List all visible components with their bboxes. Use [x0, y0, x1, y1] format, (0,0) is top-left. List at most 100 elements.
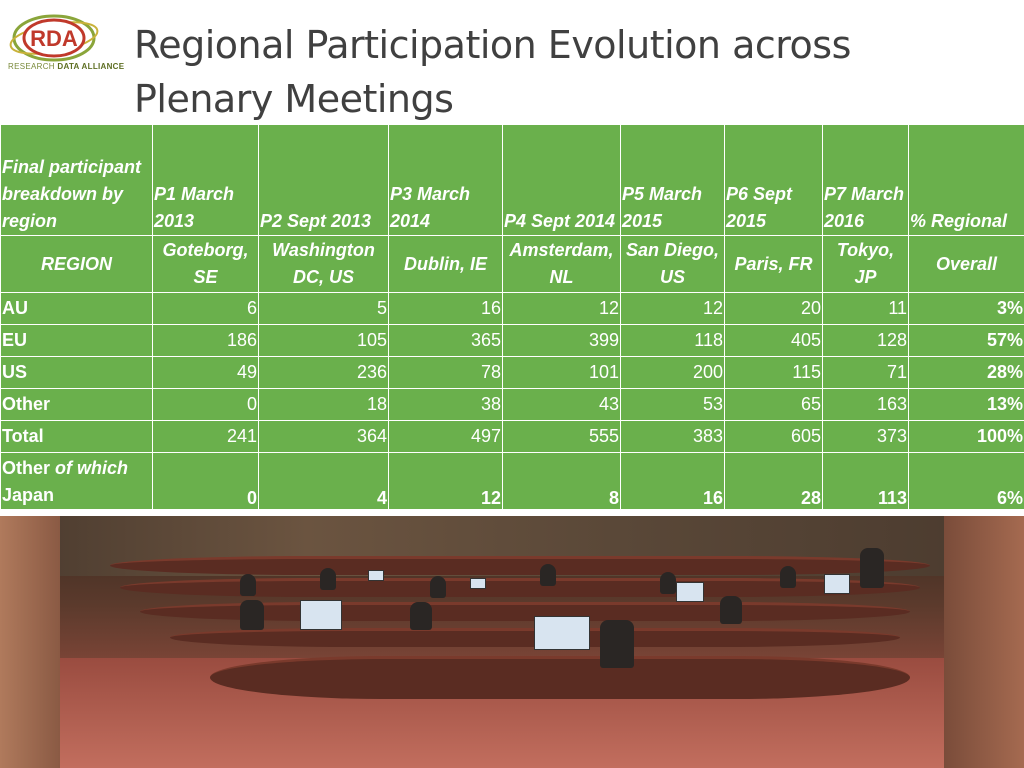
- table-cell: 43: [502, 388, 621, 421]
- participation-table: Final participant breakdown by region P1…: [0, 124, 1024, 510]
- logo-tagline: RESEARCH DATA ALLIANCE: [8, 62, 124, 71]
- slide-title: Regional Participation Evolution across …: [134, 18, 994, 126]
- table-header-row: Final participant breakdown by region P1…: [0, 124, 1024, 236]
- photo-person: [540, 564, 556, 586]
- table-cell: 605: [724, 420, 823, 453]
- photo-person: [240, 600, 264, 630]
- photo-seat-row: [210, 656, 910, 699]
- table-cell: 49: [152, 356, 259, 389]
- rda-logo: RDA: [9, 14, 99, 62]
- table-row: US 49 236 78 101 200 115 71 28%: [0, 356, 1024, 389]
- header-meeting-p1: P1 March 2013: [152, 124, 259, 236]
- photo-laptop-screen: [470, 578, 486, 589]
- photo-person: [430, 576, 446, 598]
- table-cell: 20: [724, 292, 823, 325]
- header-meeting-p7: P7 March 2016: [822, 124, 909, 236]
- table-cell-percent: 6%: [908, 452, 1024, 510]
- table-cell: 16: [388, 292, 503, 325]
- table-row: Other 0 18 38 43 53 65 163 13%: [0, 388, 1024, 421]
- table-cell: 18: [258, 388, 389, 421]
- photo-person: [860, 548, 884, 588]
- table-cell: 113: [822, 452, 909, 510]
- table-cell: 200: [620, 356, 725, 389]
- table-cell: 65: [724, 388, 823, 421]
- table-cell: 128: [822, 324, 909, 357]
- table-cell-percent: 28%: [908, 356, 1024, 389]
- row-label: US: [0, 356, 153, 389]
- table-cell: 105: [258, 324, 389, 357]
- header-overall: % Regional: [908, 124, 1024, 236]
- photo-laptop-screen: [676, 582, 704, 602]
- table-cell: 115: [724, 356, 823, 389]
- subheader-region: REGION: [0, 235, 153, 293]
- row-label-japan-a: Other: [2, 458, 56, 478]
- photo-laptop-screen: [368, 570, 384, 581]
- table-cell: 28: [724, 452, 823, 510]
- table-cell: 399: [502, 324, 621, 357]
- slide-title-line2: Plenary Meetings: [134, 77, 454, 121]
- table-cell-percent: 3%: [908, 292, 1024, 325]
- row-label-japan: Other of which Japan: [0, 452, 153, 510]
- table-cell: 12: [620, 292, 725, 325]
- photo-person: [720, 596, 742, 624]
- table-cell: 364: [258, 420, 389, 453]
- table-cell: 4: [258, 452, 389, 510]
- table-cell: 0: [152, 388, 259, 421]
- photo-laptop-screen: [824, 574, 850, 594]
- subheader-location-p1: Goteborg, SE: [152, 235, 259, 293]
- row-label-japan-c: Japan: [2, 485, 55, 505]
- subheader-location-p3: Dublin, IE: [388, 235, 503, 293]
- table-cell: 555: [502, 420, 621, 453]
- row-label: AU: [0, 292, 153, 325]
- photo-right-wall: [944, 516, 1024, 768]
- table-cell: 71: [822, 356, 909, 389]
- row-label: EU: [0, 324, 153, 357]
- table-cell: 6: [152, 292, 259, 325]
- photo-seat-row: [110, 556, 930, 575]
- table-cell-percent: 57%: [908, 324, 1024, 357]
- photo-laptop-screen: [534, 616, 590, 650]
- photo-person: [780, 566, 796, 588]
- table-row: EU 186 105 365 399 118 405 128 57%: [0, 324, 1024, 357]
- slide-title-line1: Regional Participation Evolution across: [134, 23, 851, 67]
- subheader-overall: Overall: [908, 235, 1024, 293]
- subheader-location-p7: Tokyo, JP: [822, 235, 909, 293]
- photo-laptop-screen: [300, 600, 342, 630]
- table-subheader-row: REGION Goteborg, SE Washington DC, US Du…: [0, 235, 1024, 293]
- header-corner: Final participant breakdown by region: [0, 124, 153, 236]
- photo-left-wall: [0, 516, 60, 768]
- header-meeting-p6: P6 Sept 2015: [724, 124, 823, 236]
- photo-person: [660, 572, 676, 594]
- subheader-location-p4: Amsterdam, NL: [502, 235, 621, 293]
- row-label: Total: [0, 420, 153, 453]
- photo-person: [410, 602, 432, 630]
- table-cell: 101: [502, 356, 621, 389]
- table-cell: 405: [724, 324, 823, 357]
- table-row-japan: Other of which Japan 0 4 12 8 16 28 113 6…: [0, 452, 1024, 510]
- table-cell: 186: [152, 324, 259, 357]
- subheader-location-p5: San Diego, US: [620, 235, 725, 293]
- table-cell: 241: [152, 420, 259, 453]
- table-cell: 53: [620, 388, 725, 421]
- logo-tagline-a: RESEARCH: [8, 62, 58, 71]
- row-label-japan-b: of which: [55, 458, 129, 478]
- table-cell: 38: [388, 388, 503, 421]
- table-cell: 11: [822, 292, 909, 325]
- table-cell: 365: [388, 324, 503, 357]
- header-meeting-p3: P3 March 2014: [388, 124, 503, 236]
- table-cell: 16: [620, 452, 725, 510]
- logo-mark: RDA: [30, 26, 78, 51]
- table-cell: 163: [822, 388, 909, 421]
- table-cell: 373: [822, 420, 909, 453]
- photo-person: [320, 568, 336, 590]
- header-meeting-p5: P5 March 2015: [620, 124, 725, 236]
- table-cell: 118: [620, 324, 725, 357]
- photo-person: [240, 574, 256, 596]
- table-cell: 12: [502, 292, 621, 325]
- table-cell: 236: [258, 356, 389, 389]
- lecture-hall-photo: [0, 516, 1024, 768]
- table-cell: 383: [620, 420, 725, 453]
- table-cell: 497: [388, 420, 503, 453]
- table-cell: 5: [258, 292, 389, 325]
